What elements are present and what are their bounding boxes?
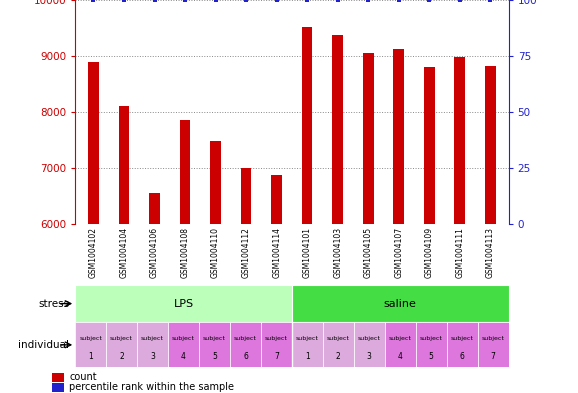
Text: GSM1004107: GSM1004107 <box>394 227 403 278</box>
Text: GSM1004103: GSM1004103 <box>333 227 342 278</box>
Text: percentile rank within the sample: percentile rank within the sample <box>69 382 234 392</box>
Point <box>89 0 98 3</box>
Text: stress: stress <box>38 299 69 309</box>
Bar <box>385 322 416 367</box>
Text: subject: subject <box>327 336 350 341</box>
Bar <box>75 322 106 367</box>
Bar <box>118 107 129 393</box>
Point <box>272 0 281 3</box>
Bar <box>292 322 323 367</box>
Text: 3: 3 <box>150 352 155 361</box>
Bar <box>416 322 447 367</box>
Point <box>211 0 220 3</box>
Bar <box>323 322 354 367</box>
Point <box>120 0 129 3</box>
Text: GSM1004102: GSM1004102 <box>89 227 98 278</box>
Text: subject: subject <box>358 336 381 341</box>
Point <box>364 0 373 3</box>
Point <box>394 0 403 3</box>
Bar <box>424 67 435 393</box>
Bar <box>52 383 64 392</box>
Text: saline: saline <box>384 299 417 309</box>
Bar <box>454 57 465 393</box>
Bar <box>394 49 404 393</box>
Text: 1: 1 <box>88 352 93 361</box>
Text: subject: subject <box>234 336 257 341</box>
Text: 7: 7 <box>274 352 279 361</box>
Text: 1: 1 <box>305 352 310 361</box>
Bar <box>447 322 477 367</box>
Text: subject: subject <box>110 336 133 341</box>
Text: GSM1004109: GSM1004109 <box>425 227 434 278</box>
Text: individual: individual <box>18 340 69 350</box>
Point <box>302 0 312 3</box>
Bar <box>88 62 99 393</box>
Text: subject: subject <box>141 336 164 341</box>
Bar <box>52 373 64 382</box>
Point <box>455 0 464 3</box>
Text: 4: 4 <box>398 352 403 361</box>
Bar <box>168 322 199 367</box>
Text: 6: 6 <box>243 352 248 361</box>
Bar <box>354 322 385 367</box>
Point <box>333 0 342 3</box>
Text: GSM1004105: GSM1004105 <box>364 227 373 278</box>
Text: GSM1004106: GSM1004106 <box>150 227 159 278</box>
Text: 4: 4 <box>181 352 186 361</box>
Text: subject: subject <box>451 336 473 341</box>
Text: LPS: LPS <box>173 299 194 309</box>
Text: subject: subject <box>296 336 319 341</box>
Point <box>180 0 190 3</box>
Bar <box>332 35 343 393</box>
Text: 3: 3 <box>367 352 372 361</box>
Text: subject: subject <box>420 336 443 341</box>
Text: GSM1004113: GSM1004113 <box>486 227 495 278</box>
Text: subject: subject <box>79 336 102 341</box>
Text: subject: subject <box>481 336 505 341</box>
Bar <box>210 141 221 393</box>
Bar <box>106 322 137 367</box>
Bar <box>477 322 509 367</box>
Text: count: count <box>69 372 97 382</box>
Bar <box>230 322 261 367</box>
Text: 2: 2 <box>119 352 124 361</box>
Text: GSM1004104: GSM1004104 <box>120 227 128 278</box>
Text: 5: 5 <box>429 352 434 361</box>
Text: 5: 5 <box>212 352 217 361</box>
Text: GSM1004111: GSM1004111 <box>455 227 464 278</box>
Text: 6: 6 <box>460 352 465 361</box>
Point <box>242 0 251 3</box>
Bar <box>241 168 251 393</box>
Bar <box>180 120 190 393</box>
Bar <box>199 322 230 367</box>
Text: GSM1004112: GSM1004112 <box>242 227 251 278</box>
Bar <box>485 66 496 393</box>
Text: subject: subject <box>172 336 195 341</box>
Bar <box>261 322 292 367</box>
Bar <box>149 193 160 393</box>
Text: 7: 7 <box>491 352 495 361</box>
Point <box>486 0 495 3</box>
Point <box>425 0 434 3</box>
Bar <box>363 53 373 393</box>
Text: GSM1004101: GSM1004101 <box>303 227 312 278</box>
Bar <box>75 285 292 322</box>
Text: subject: subject <box>265 336 288 341</box>
Bar <box>271 175 282 393</box>
Bar <box>302 27 313 393</box>
Text: GSM1004114: GSM1004114 <box>272 227 281 278</box>
Bar <box>137 322 168 367</box>
Text: subject: subject <box>203 336 226 341</box>
Bar <box>292 285 509 322</box>
Text: subject: subject <box>389 336 412 341</box>
Text: GSM1004108: GSM1004108 <box>180 227 190 278</box>
Text: 2: 2 <box>336 352 340 361</box>
Point <box>150 0 159 3</box>
Text: GSM1004110: GSM1004110 <box>211 227 220 278</box>
